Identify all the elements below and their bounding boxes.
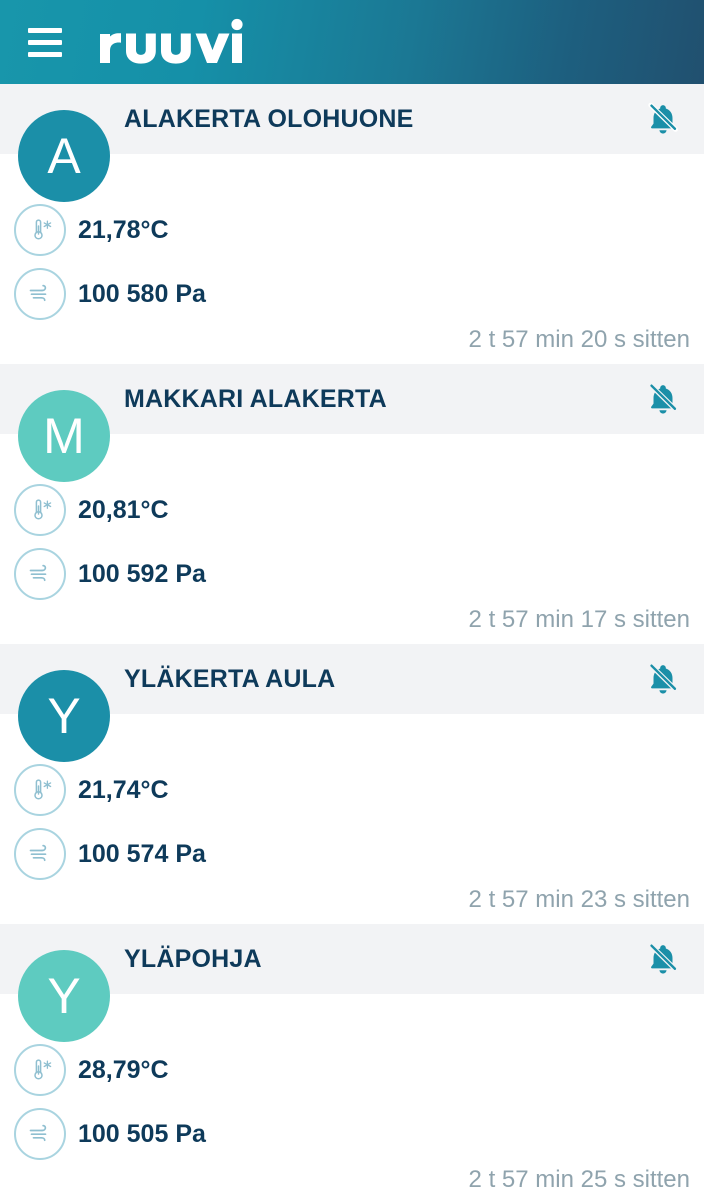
sensor-card-header: ALAKERTA OLOHUONE <box>0 84 704 154</box>
movement-metric: 139 liikettä <box>351 1106 704 1162</box>
sensor-avatar[interactable]: A <box>18 110 110 202</box>
temperature-value: 20,81°C <box>78 495 169 524</box>
sensor-card[interactable]: MAKKARI ALAKERTA M <box>0 364 704 644</box>
sensor-avatar[interactable]: Y <box>18 950 110 1042</box>
temperature-metric: 21,78°C <box>0 202 351 258</box>
pressure-value: 100 505 Pa <box>78 1119 206 1148</box>
pressure-metric: 100 592 Pa <box>0 546 351 602</box>
wind-pressure-icon <box>14 828 66 880</box>
app-header-bar <box>0 0 704 84</box>
hamburger-bar <box>28 27 62 33</box>
sensor-avatar[interactable]: Y <box>18 670 110 762</box>
hamburger-menu-icon[interactable] <box>28 27 62 57</box>
temperature-value: 28,79°C <box>78 1055 169 1084</box>
sensor-name: YLÄKERTA AULA <box>124 664 336 693</box>
sensor-card[interactable]: ALAKERTA OLOHUONE A <box>0 84 704 364</box>
sensor-avatar-initial: Y <box>47 968 81 1024</box>
sensor-metrics: 21,78°C 43,18 % <box>0 202 704 322</box>
bell-off-icon[interactable] <box>640 936 686 982</box>
sensor-avatar-initial: A <box>47 128 81 184</box>
sensor-card[interactable]: YLÄKERTA AULA Y <box>0 644 704 924</box>
thermometer-snowflake-icon <box>14 204 66 256</box>
last-update-timestamp: 2 t 57 min 17 s sitten <box>468 606 690 633</box>
pressure-metric: 100 574 Pa <box>0 826 351 882</box>
temperature-metric: 28,79°C <box>0 1042 351 1098</box>
sensor-name: YLÄPOHJA <box>124 944 262 973</box>
sensor-avatar-initial: M <box>43 408 85 464</box>
movement-metric: 181 liikettä <box>351 546 704 602</box>
hamburger-bar <box>28 39 62 45</box>
sensor-card-list: ALAKERTA OLOHUONE A <box>0 84 704 1200</box>
sensor-card-body: 20,81°C 44,47 % <box>0 434 704 644</box>
humidity-metric: 41,01 % <box>351 762 704 818</box>
sensor-card[interactable]: YLÄPOHJA Y <box>0 924 704 1200</box>
sensor-card-header: MAKKARI ALAKERTA <box>0 364 704 434</box>
movement-metric: 196 liikettä <box>351 266 704 322</box>
sensor-name: ALAKERTA OLOHUONE <box>124 104 414 133</box>
temperature-value: 21,74°C <box>78 775 169 804</box>
temperature-value: 21,78°C <box>78 215 169 244</box>
sensor-card-header: YLÄPOHJA <box>0 924 704 994</box>
sensor-metrics: 20,81°C 44,47 % <box>0 482 704 602</box>
temperature-metric: 20,81°C <box>0 482 351 538</box>
movement-metric: 174 liikettä <box>351 826 704 882</box>
bell-off-icon[interactable] <box>640 96 686 142</box>
last-update-timestamp: 2 t 57 min 25 s sitten <box>468 1166 690 1193</box>
sensor-card-body: 21,78°C 43,18 % <box>0 154 704 364</box>
wind-pressure-icon <box>14 268 66 320</box>
pressure-metric: 100 505 Pa <box>0 1106 351 1162</box>
sensor-avatar[interactable]: M <box>18 390 110 482</box>
sensor-card-header: YLÄKERTA AULA <box>0 644 704 714</box>
humidity-metric: 29,95 % <box>351 1042 704 1098</box>
sensor-avatar-initial: Y <box>47 688 81 744</box>
humidity-metric: 43,18 % <box>351 202 704 258</box>
thermometer-snowflake-icon <box>14 484 66 536</box>
wind-pressure-icon <box>14 1108 66 1160</box>
bell-off-icon[interactable] <box>640 376 686 422</box>
thermometer-snowflake-icon <box>14 764 66 816</box>
pressure-value: 100 592 Pa <box>78 559 206 588</box>
bell-off-icon[interactable] <box>640 656 686 702</box>
temperature-metric: 21,74°C <box>0 762 351 818</box>
humidity-metric: 44,47 % <box>351 482 704 538</box>
wind-pressure-icon <box>14 548 66 600</box>
last-update-timestamp: 2 t 57 min 23 s sitten <box>468 886 690 913</box>
pressure-value: 100 580 Pa <box>78 279 206 308</box>
last-update-timestamp: 2 t 57 min 20 s sitten <box>468 326 690 353</box>
thermometer-snowflake-icon <box>14 1044 66 1096</box>
pressure-value: 100 574 Pa <box>78 839 206 868</box>
pressure-metric: 100 580 Pa <box>0 266 351 322</box>
sensor-metrics: 21,74°C 41,01 % <box>0 762 704 882</box>
ruuvi-logo[interactable] <box>98 0 248 84</box>
hamburger-bar <box>28 51 62 57</box>
sensor-card-body: 21,74°C 41,01 % <box>0 714 704 924</box>
sensor-name: MAKKARI ALAKERTA <box>124 384 387 413</box>
sensor-metrics: 28,79°C 29,95 % <box>0 1042 704 1162</box>
sensor-card-body: 28,79°C 29,95 % <box>0 994 704 1200</box>
